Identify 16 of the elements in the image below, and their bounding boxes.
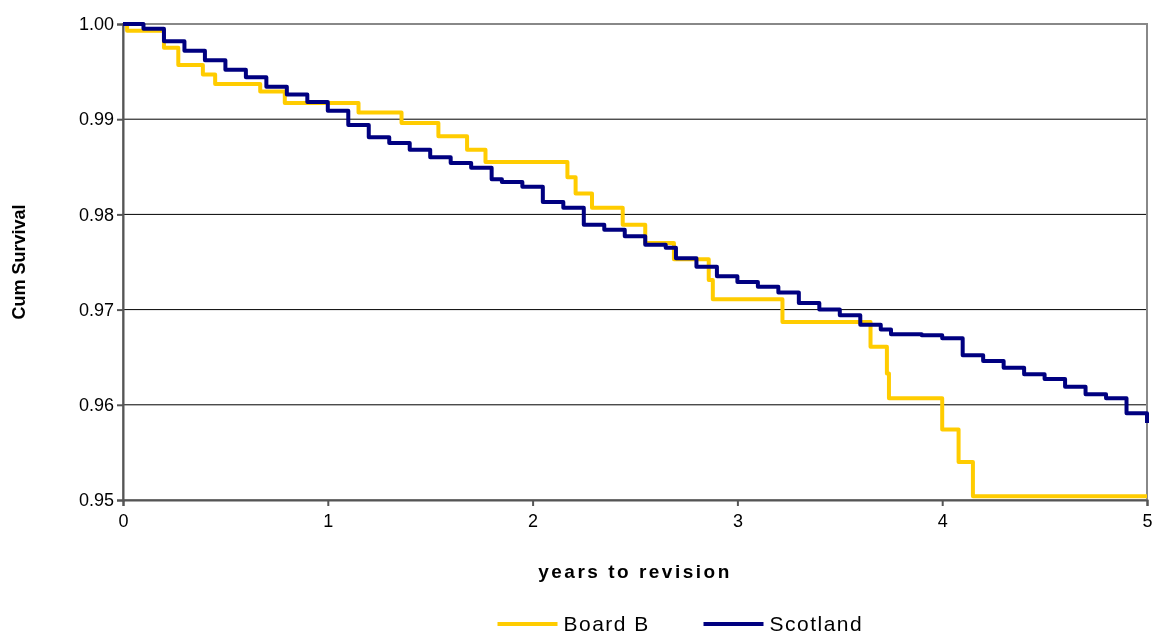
x-tick-label: 2 <box>528 511 539 531</box>
x-tick-label: 5 <box>1142 511 1153 531</box>
y-tick-label: 0.96 <box>78 395 114 416</box>
x-tick-label: 0 <box>118 511 129 531</box>
y-tick-label: 0.98 <box>78 204 114 225</box>
x-axis-title: years to revision <box>538 561 732 582</box>
y-tick-label: 0.95 <box>78 490 114 511</box>
legend-label: Scotland <box>769 612 864 635</box>
x-tick-label: 3 <box>732 511 743 531</box>
y-tick-label: 0.99 <box>78 109 114 130</box>
y-axis-title: Cum Survival <box>9 204 29 320</box>
y-tick-label: 0.97 <box>78 299 114 320</box>
x-tick-label: 1 <box>323 511 334 531</box>
legend-label: Board B <box>563 612 650 635</box>
x-tick-label: 4 <box>937 511 948 531</box>
y-tick-label: 1.00 <box>78 14 114 35</box>
